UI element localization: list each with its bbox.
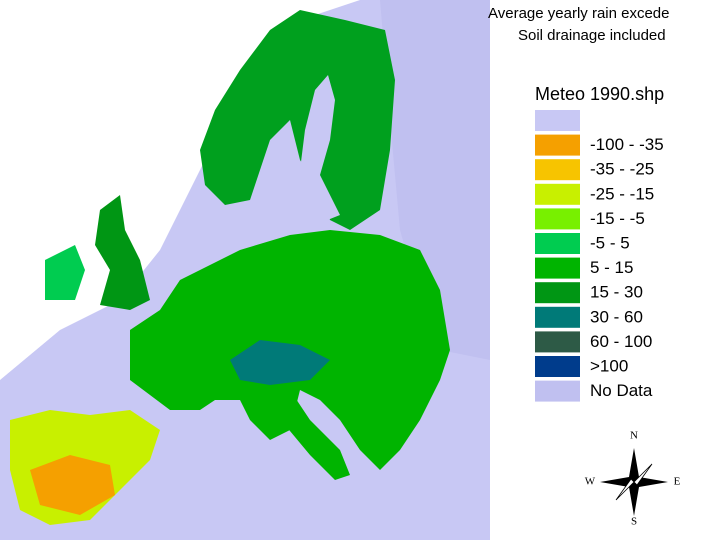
compass: N S W E (585, 430, 681, 528)
legend-swatch (535, 183, 580, 205)
compass-east: E (674, 476, 681, 488)
great-britain (95, 195, 150, 310)
legend-swatch (535, 134, 580, 156)
scandinavia (200, 10, 395, 230)
title-line: Average yearly rain excede (488, 5, 670, 22)
italy (270, 390, 350, 480)
legend-title: Meteo 1990.shp (535, 84, 664, 104)
legend-label: 15 - 30 (590, 283, 643, 302)
legend: -100 - -35 -35 - -25 -25 - -15 -15 - -5 -5 -… (535, 110, 664, 402)
legend-swatch (535, 208, 580, 230)
legend-label: 30 - 60 (590, 307, 643, 326)
legend-swatch (535, 331, 580, 353)
legend-label: -15 - -5 (590, 209, 645, 228)
no-data-east (380, 0, 490, 360)
legend-swatch (535, 159, 580, 181)
legend-swatch (535, 282, 580, 304)
legend-label: No Data (590, 381, 653, 400)
legend-swatch (535, 233, 580, 254)
map (0, 0, 490, 540)
legend-swatch (535, 356, 580, 377)
compass-rose-diagonal (615, 463, 653, 501)
legend-label: 60 - 100 (590, 332, 652, 351)
legend-swatch (535, 257, 580, 279)
legend-label: -100 - -35 (590, 135, 664, 154)
legend-label: 5 - 15 (590, 258, 633, 277)
title-line: Soil drainage included (518, 27, 666, 44)
legend-swatch (535, 306, 580, 328)
ireland (45, 245, 85, 300)
legend-swatch (535, 110, 580, 131)
legend-label: -5 - 5 (590, 233, 630, 252)
compass-north: N (630, 430, 638, 442)
legend-swatch (535, 380, 580, 402)
baltic-sea (300, 75, 340, 225)
legend-label: -25 - -15 (590, 184, 654, 203)
compass-west: W (585, 476, 596, 488)
iberia-dry (30, 455, 115, 515)
legend-label: -35 - -25 (590, 160, 654, 179)
compass-south: S (631, 516, 637, 528)
alps (230, 340, 330, 385)
legend-label: >100 (590, 356, 628, 375)
